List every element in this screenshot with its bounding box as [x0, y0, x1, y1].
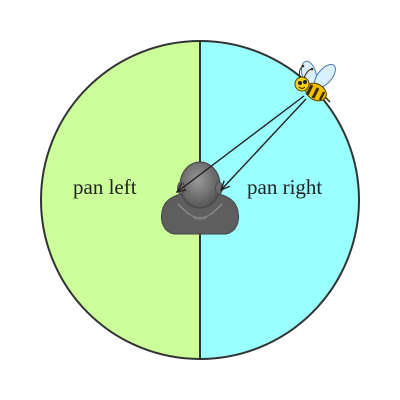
- head-and-shoulders-icon: [161, 161, 239, 235]
- arrow-to-right-ear: [221, 98, 307, 190]
- bee-icon: [294, 60, 336, 103]
- pan-right-label: pan right: [247, 175, 322, 199]
- arrow-to-left-ear: [177, 95, 305, 192]
- pan-left-label: pan left: [73, 175, 137, 199]
- listening-circle: [40, 40, 360, 360]
